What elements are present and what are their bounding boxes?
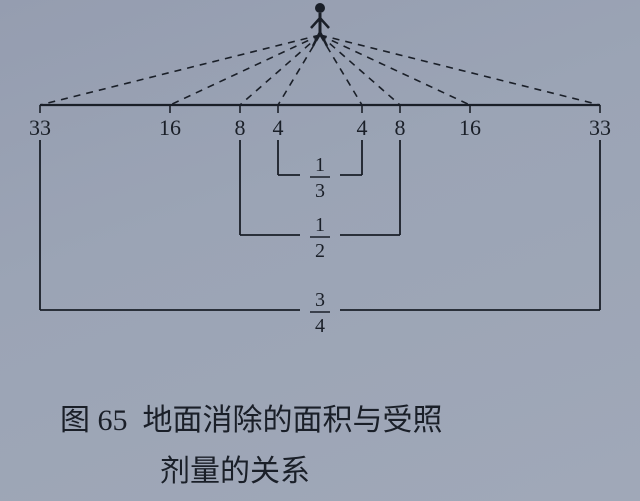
ray — [170, 35, 320, 105]
caption-line1: 地面消除的面积与受照 — [143, 404, 443, 437]
person-icon — [311, 3, 329, 46]
fraction-numerator: 1 — [315, 214, 325, 236]
tick-label: 16 — [159, 115, 181, 140]
fraction-denominator: 3 — [315, 180, 325, 202]
ray — [40, 35, 320, 105]
caption-line2: 剂量的关系 — [60, 446, 620, 497]
fraction-denominator: 4 — [315, 315, 325, 337]
figure-caption: 图 65 地面消除的面积与受照 剂量的关系 — [60, 395, 620, 497]
ray — [320, 35, 470, 105]
tick-label: 4 — [357, 115, 368, 140]
tick-label: 8 — [235, 115, 246, 140]
diagram-page: 33 16 8 4 4 8 16 33 1 3 1 2 3 4 图 65 地面消除的面积与受照 剂量的关系 — [0, 0, 640, 501]
exposure-diagram: 33 16 8 4 4 8 16 33 1 3 1 2 3 4 — [0, 0, 640, 380]
tick-label: 33 — [29, 115, 51, 140]
ray — [320, 35, 600, 105]
caption-prefix: 图 65 — [60, 404, 128, 437]
fraction-numerator: 1 — [315, 154, 325, 176]
fraction-denominator: 2 — [315, 240, 325, 262]
tick-label: 33 — [589, 115, 611, 140]
tick-label: 8 — [395, 115, 406, 140]
tick-label: 4 — [273, 115, 284, 140]
tick-label: 16 — [459, 115, 481, 140]
fraction-numerator: 3 — [315, 289, 325, 311]
